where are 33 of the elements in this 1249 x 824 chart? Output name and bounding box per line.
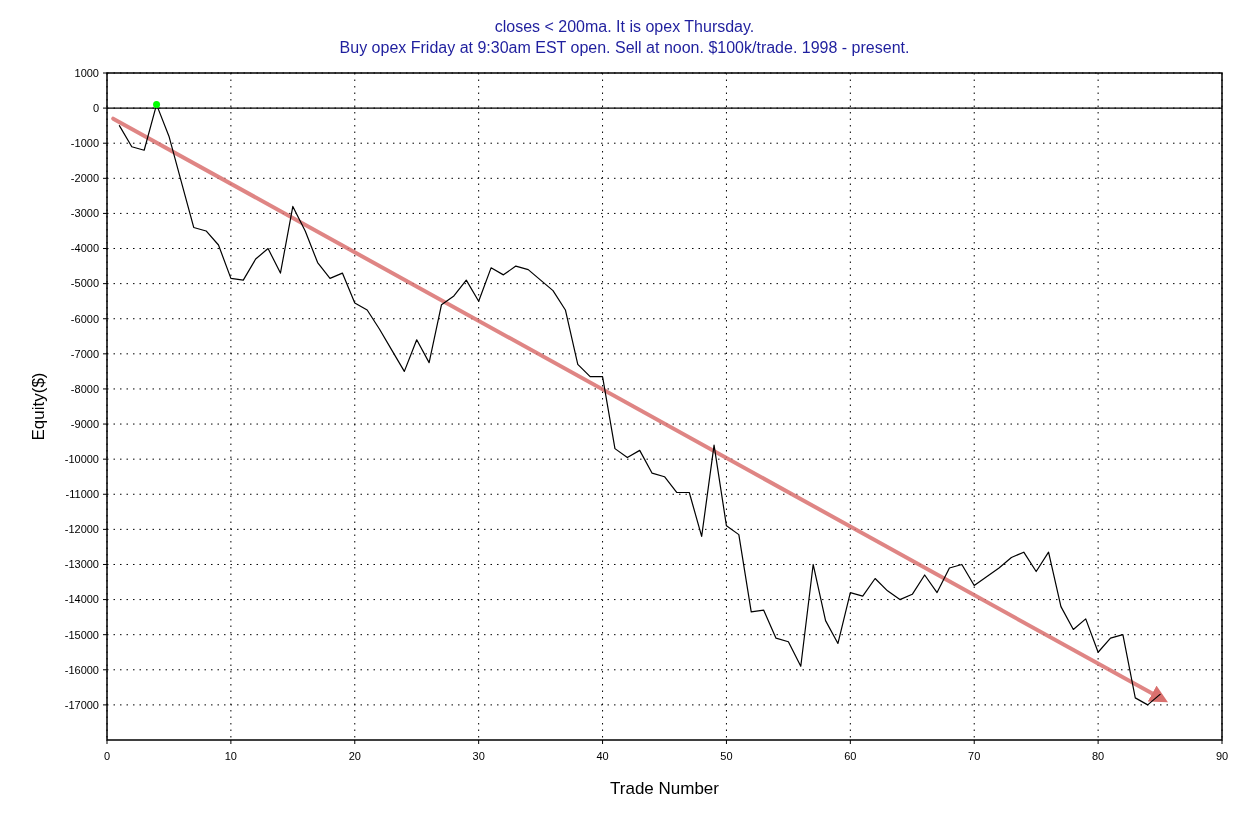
y-tick-label: -6000: [70, 312, 99, 325]
y-tick-label: -4000: [70, 242, 99, 255]
y-tick-label: -15000: [64, 628, 99, 641]
x-tick-label: 30: [472, 750, 485, 762]
y-tick-label: -5000: [70, 277, 99, 290]
x-tick-label: 70: [968, 750, 981, 762]
y-tick-label: 0: [92, 101, 99, 114]
x-tick-label: 60: [844, 750, 857, 762]
y-tick-label: -3000: [70, 207, 99, 220]
chart-subtitle: Buy opex Friday at 9:30am EST open. Sell at noon. $100k/trade. 1998 - present.: [339, 39, 910, 56]
x-tick-label: 0: [103, 750, 111, 762]
y-tick-label: -9000: [70, 417, 99, 430]
y-tick-label: -7000: [70, 347, 99, 360]
x-tick-label: 10: [224, 750, 238, 762]
chart-title: closes < 200ma. It is opex Thursday.: [494, 18, 755, 35]
y-tick-label: -2000: [70, 172, 99, 185]
x-tick-label: 50: [720, 750, 733, 762]
x-tick-label: 20: [348, 750, 361, 762]
x-axis-title: Trade Number: [610, 779, 720, 798]
y-tick-label: -16000: [64, 663, 99, 676]
y-tick-label: -8000: [70, 382, 99, 395]
y-tick-label: -17000: [64, 698, 99, 711]
x-tick-label: 90: [1215, 750, 1229, 762]
x-tick-label: 40: [596, 750, 609, 762]
y-tick-label: -12000: [64, 523, 99, 536]
y-tick-label: -11000: [65, 488, 99, 501]
y-tick-label: -13000: [64, 558, 99, 571]
y-tick-label: -1000: [70, 137, 99, 150]
y-axis-title: Equity($): [29, 372, 48, 441]
y-tick-label: 1000: [74, 66, 99, 79]
x-tick-label: 80: [1091, 750, 1105, 762]
y-tick-label: -10000: [64, 453, 99, 466]
y-tick-label: -14000: [64, 593, 99, 606]
